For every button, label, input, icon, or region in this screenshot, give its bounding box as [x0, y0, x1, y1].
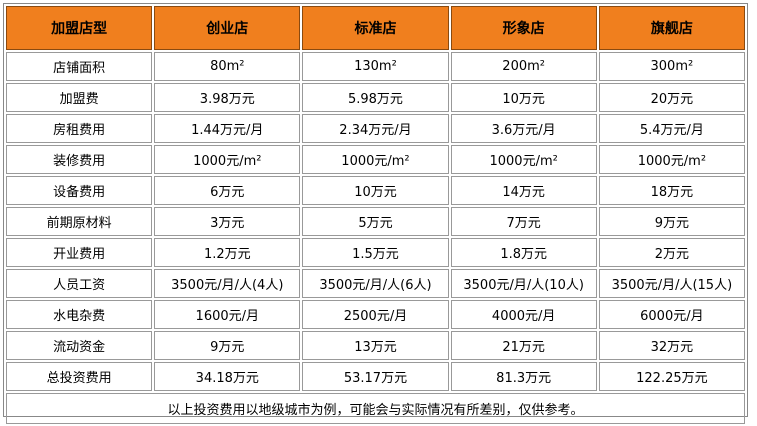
- data-cell: 2.34万元/月: [302, 114, 449, 143]
- row-label: 水电杂费: [6, 300, 153, 329]
- data-row: 总投资费用 34.18万元 53.17万元 81.3万元 122.25万元: [6, 362, 745, 391]
- data-cell: 130m²: [302, 52, 449, 81]
- data-cell: 34.18万元: [154, 362, 301, 391]
- data-cell: 80m²: [154, 52, 301, 81]
- data-cell: 1000元/m²: [598, 145, 745, 174]
- data-cell: 6万元: [154, 176, 301, 205]
- row-label: 流动资金: [6, 331, 153, 360]
- data-row: 设备费用 6万元 10万元 14万元 18万元: [6, 176, 745, 205]
- data-cell: 6000元/月: [598, 300, 745, 329]
- row-label: 房租费用: [6, 114, 153, 143]
- data-cell: 1.5万元: [302, 238, 449, 267]
- data-row: 流动资金 9万元 13万元 21万元 32万元: [6, 331, 745, 360]
- data-cell: 3500元/月/人(15人): [598, 269, 745, 298]
- data-cell: 81.3万元: [450, 362, 597, 391]
- data-row: 开业费用 1.2万元 1.5万元 1.8万元 2万元: [6, 238, 745, 267]
- data-cell: 1.8万元: [450, 238, 597, 267]
- row-label: 开业费用: [6, 238, 153, 267]
- header-cell: 标准店: [302, 6, 449, 50]
- data-cell: 9万元: [598, 207, 745, 236]
- data-cell: 21万元: [450, 331, 597, 360]
- header-cell: 形象店: [450, 6, 597, 50]
- row-label: 人员工资: [6, 269, 153, 298]
- data-row: 水电杂费 1600元/月 2500元/月 4000元/月 6000元/月: [6, 300, 745, 329]
- data-cell: 18万元: [598, 176, 745, 205]
- data-cell: 3500元/月/人(6人): [302, 269, 449, 298]
- data-row: 房租费用 1.44万元/月 2.34万元/月 3.6万元/月 5.4万元/月: [6, 114, 745, 143]
- data-cell: 1.2万元: [154, 238, 301, 267]
- row-label: 设备费用: [6, 176, 153, 205]
- data-cell: 5.4万元/月: [598, 114, 745, 143]
- data-cell: 20万元: [598, 83, 745, 112]
- data-cell: 1.44万元/月: [154, 114, 301, 143]
- data-row: 人员工资 3500元/月/人(4人) 3500元/月/人(6人) 3500元/月/人(…: [6, 269, 745, 298]
- header-cell: 旗舰店: [598, 6, 745, 50]
- note-row: 以上投资费用以地级城市为例，可能会与实际情况有所差别，仅供参考。: [6, 393, 745, 424]
- data-cell: 300m²: [598, 52, 745, 81]
- data-cell: 5.98万元: [302, 83, 449, 112]
- data-cell: 3500元/月/人(10人): [450, 269, 597, 298]
- row-label: 前期原材料: [6, 207, 153, 236]
- data-cell: 2万元: [598, 238, 745, 267]
- row-label: 总投资费用: [6, 362, 153, 391]
- data-cell: 3500元/月/人(4人): [154, 269, 301, 298]
- data-cell: 9万元: [154, 331, 301, 360]
- data-row: 加盟费 3.98万元 5.98万元 10万元 20万元: [6, 83, 745, 112]
- data-cell: 1000元/m²: [302, 145, 449, 174]
- data-cell: 3.98万元: [154, 83, 301, 112]
- data-cell: 1000元/m²: [154, 145, 301, 174]
- data-cell: 10万元: [302, 176, 449, 205]
- header-cell: 加盟店型: [6, 6, 153, 50]
- data-row: 装修费用 1000元/m² 1000元/m² 1000元/m² 1000元/m²: [6, 145, 745, 174]
- data-cell: 53.17万元: [302, 362, 449, 391]
- investment-table: 加盟店型 创业店 标准店 形象店 旗舰店 店铺面积 80m² 130m² 200m² 300m² 加…: [4, 4, 747, 426]
- data-cell: 3万元: [154, 207, 301, 236]
- row-label: 店铺面积: [6, 52, 153, 81]
- data-cell: 5万元: [302, 207, 449, 236]
- row-label: 加盟费: [6, 83, 153, 112]
- data-cell: 13万元: [302, 331, 449, 360]
- table-frame: 加盟店型 创业店 标准店 形象店 旗舰店 店铺面积 80m² 130m² 200m² 300m² 加…: [3, 3, 748, 424]
- data-cell: 10万元: [450, 83, 597, 112]
- data-cell: 200m²: [450, 52, 597, 81]
- data-cell: 1000元/m²: [450, 145, 597, 174]
- header-row: 加盟店型 创业店 标准店 形象店 旗舰店: [6, 6, 745, 50]
- row-label: 装修费用: [6, 145, 153, 174]
- data-cell: 32万元: [598, 331, 745, 360]
- data-row: 前期原材料 3万元 5万元 7万元 9万元: [6, 207, 745, 236]
- data-cell: 2500元/月: [302, 300, 449, 329]
- data-cell: 122.25万元: [598, 362, 745, 391]
- note: 以上投资费用以地级城市为例，可能会与实际情况有所差别，仅供参考。: [6, 393, 745, 424]
- data-cell: 3.6万元/月: [450, 114, 597, 143]
- data-cell: 7万元: [450, 207, 597, 236]
- data-cell: 4000元/月: [450, 300, 597, 329]
- data-cell: 1600元/月: [154, 300, 301, 329]
- data-cell: 14万元: [450, 176, 597, 205]
- data-row: 店铺面积 80m² 130m² 200m² 300m²: [6, 52, 745, 81]
- header-cell: 创业店: [154, 6, 301, 50]
